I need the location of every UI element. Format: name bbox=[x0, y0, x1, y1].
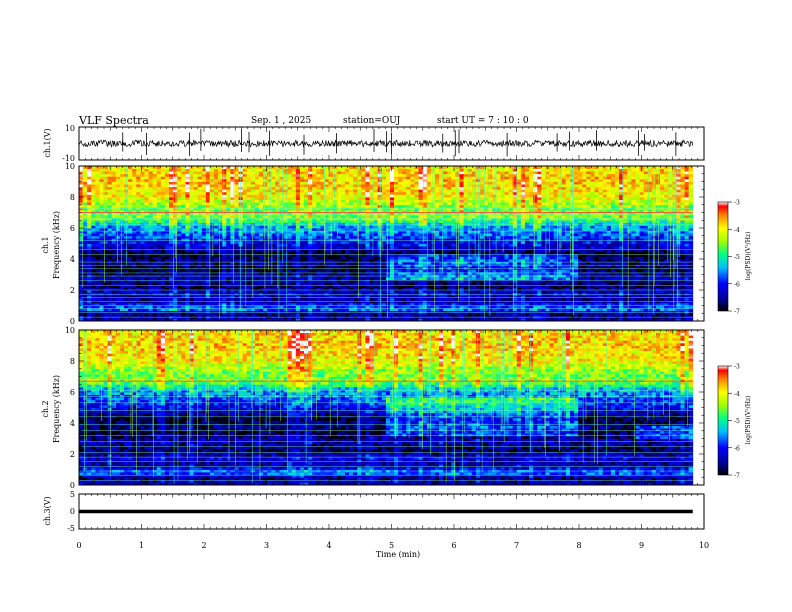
spectrogram-ytick: 8 bbox=[70, 357, 75, 366]
ch1-waveform-ylabel: ch.1(V) bbox=[43, 128, 52, 157]
colorbar-tick-label: -5 bbox=[734, 254, 740, 261]
x-tick-labels: 0 1 2 3 4 5 6 7 8 9 10 bbox=[76, 541, 709, 550]
colorbar-tick-label: -7 bbox=[734, 473, 740, 480]
start-time-label: start UT = 7 : 10 : 0 bbox=[437, 116, 529, 126]
colorbar-tick-label: -7 bbox=[734, 309, 740, 316]
ch1-colorbar-label: log(PSD)(V²/Hz) bbox=[745, 232, 752, 281]
x-tick-label: 8 bbox=[576, 541, 581, 550]
colorbar-tick-label: -6 bbox=[734, 281, 740, 288]
ch2-spectrogram-ylabel: ch.2 Frequency (kHz) bbox=[41, 375, 61, 443]
x-tick-label: 10 bbox=[699, 541, 709, 550]
station-label: station=OUJ bbox=[343, 116, 400, 126]
ch1-spectrogram-ylabel: ch.1 Frequency (kHz) bbox=[41, 211, 61, 279]
ch3-waveform-ytick: -5 bbox=[67, 524, 75, 533]
ch1-waveform-ytick: 10 bbox=[65, 124, 75, 133]
ch3-waveform-ytick: 5 bbox=[70, 490, 75, 499]
x-tick-label: 2 bbox=[201, 541, 206, 550]
ch2-colorbar: -3 -4 -5 -6 -7 log(PSD)(V²/Hz) bbox=[718, 364, 752, 480]
x-tick-label: 4 bbox=[326, 541, 331, 550]
ch1-spectrogram-image bbox=[79, 166, 693, 321]
ch2-colorbar-label: log(PSD)(V²/Hz) bbox=[745, 396, 752, 445]
spectrogram-ytick: 10 bbox=[65, 326, 75, 335]
spectrogram-ytick: 10 bbox=[65, 162, 75, 171]
spectrogram-ytick: 0 bbox=[70, 317, 75, 326]
x-tick-label: 5 bbox=[389, 541, 394, 550]
spectrogram-ytick: 6 bbox=[70, 388, 75, 397]
colorbar-tick-label: -3 bbox=[734, 200, 740, 207]
ch3-waveform-ylabel: ch.3(V) bbox=[43, 496, 52, 525]
ch3-waveform-ytick: 0 bbox=[70, 507, 75, 516]
colorbar-tick-label: -5 bbox=[734, 418, 740, 425]
x-tick-label: 1 bbox=[139, 541, 144, 550]
x-tick-label: 0 bbox=[76, 541, 81, 550]
colorbar-tick-label: -6 bbox=[734, 445, 740, 452]
spectrogram-ytick: 2 bbox=[70, 286, 75, 295]
x-axis-label: Time (min) bbox=[376, 550, 420, 559]
spectrogram-ytick: 4 bbox=[70, 419, 75, 428]
spectrogram-ytick: 8 bbox=[70, 193, 75, 202]
spectrogram-ytick: 2 bbox=[70, 450, 75, 459]
ch1-colorbar-ticks: -3 -4 -5 -6 -7 bbox=[728, 200, 740, 316]
spectrogram-ytick: 4 bbox=[70, 255, 75, 264]
ch2-colorbar-ticks: -3 -4 -5 -6 -7 bbox=[728, 364, 740, 480]
chart-title: VLF Spectra bbox=[79, 114, 149, 127]
x-tick-label: 7 bbox=[514, 541, 519, 550]
ch3-waveform-trace bbox=[79, 510, 693, 514]
ch1-colorbar: -3 -4 -5 -6 -7 log(PSD)(V²/Hz) bbox=[718, 200, 752, 316]
colorbar-tick-label: -3 bbox=[734, 364, 740, 371]
colorbar-tick-label: -4 bbox=[734, 391, 740, 398]
ch2-spectrogram-image bbox=[79, 330, 693, 485]
x-tick-label: 9 bbox=[639, 541, 644, 550]
colorbar-tick-label: -4 bbox=[734, 227, 740, 234]
spectrogram-ytick: 6 bbox=[70, 224, 75, 233]
x-tick-label: 3 bbox=[264, 541, 269, 550]
date-label: Sep. 1 , 2025 bbox=[251, 116, 311, 126]
x-tick-label: 6 bbox=[451, 541, 456, 550]
spectrogram-ytick: 0 bbox=[70, 481, 75, 490]
